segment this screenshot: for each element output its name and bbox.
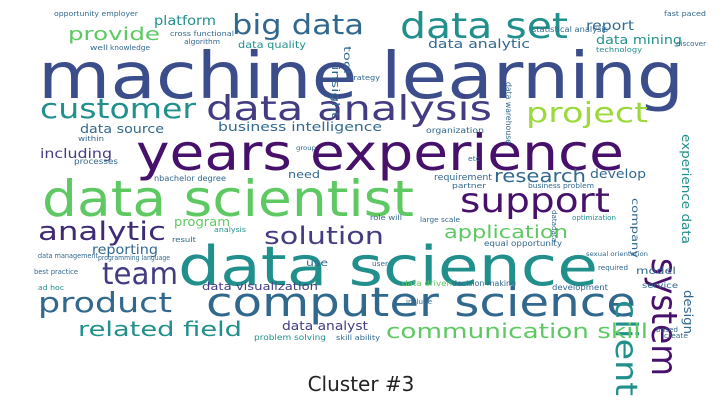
cloud-word: product (38, 286, 172, 319)
cloud-word: create (664, 332, 688, 340)
cloud-word: model (636, 266, 676, 277)
cloud-word: client (608, 300, 643, 396)
cloud-word: company (629, 198, 640, 258)
cloud-word: reporting (92, 243, 158, 258)
cloud-word: program (174, 215, 230, 229)
cloud-word: platform (154, 14, 216, 29)
cloud-word: need (288, 168, 320, 181)
cloud-word: data management (38, 252, 98, 260)
cloud-word: support (460, 181, 610, 221)
cloud-word: solution (264, 222, 384, 250)
cloud-word: requirement (434, 173, 492, 183)
cloud-word: data analytic (428, 37, 530, 51)
cloud-word: algorithm (184, 38, 220, 46)
cloud-word: nbachelor degree (154, 174, 226, 183)
cloud-word: related field (78, 317, 242, 341)
cloud-word: ad hoc (38, 284, 64, 292)
cloud-word: well (90, 44, 108, 52)
cloud-word: cross functional (170, 30, 234, 38)
cloud-word: big data (232, 8, 364, 41)
cloud-word: opportunity employer (54, 10, 138, 18)
cloud-word: within (78, 135, 104, 143)
cloud-word: tool (341, 46, 352, 74)
cloud-word: communication skill (386, 319, 648, 343)
cloud-word: data visualization (202, 280, 318, 293)
cloud-word: computer science (206, 280, 636, 326)
cloud-word: discover (676, 40, 706, 48)
cloud-word: provide (68, 24, 160, 45)
cloud-word: analytic (38, 217, 166, 247)
cloud-word: data source (80, 122, 164, 136)
cloud-word: data set (400, 6, 568, 47)
cloud-word: design (681, 290, 695, 334)
cloud-word: data analyst (282, 319, 368, 333)
cloud-word: user (372, 260, 388, 268)
cloud-word: include (406, 298, 432, 306)
cloud-word: partner (452, 182, 486, 190)
cloud-word: role will (370, 214, 402, 222)
cloud-word: application (444, 222, 568, 243)
cloud-word: etc (468, 155, 480, 163)
cloud-word: problem solving (254, 333, 326, 342)
cloud-word: service (642, 281, 678, 290)
cloud-word: technology (596, 46, 642, 54)
cloud-word: data quality (238, 40, 306, 51)
cloud-word: processes (74, 157, 118, 166)
cloud-word: statistical analysis (532, 25, 608, 34)
cloud-word: strategy (346, 74, 380, 82)
cloud-word: business problem (528, 182, 594, 190)
cloud-word: research (494, 166, 586, 187)
cloud-word: equal opportunity (484, 239, 562, 248)
cloud-word: skill ability (336, 334, 380, 342)
cloud-word: best practice (34, 268, 78, 276)
cloud-word: required (598, 264, 628, 272)
cloud-word: knowledge (110, 44, 150, 52)
cloud-word: data scientist (42, 170, 414, 228)
cloud-word: system (643, 258, 684, 376)
cloud-word: programming language (98, 254, 170, 262)
cloud-word: data analysis (206, 89, 492, 129)
cloud-word: experience data (679, 134, 693, 244)
cloud-word: analysis (214, 226, 246, 234)
cloud-word: datadata (550, 210, 558, 242)
cloud-word: development (552, 283, 608, 292)
cloud-word: use (306, 258, 328, 269)
cloud-word: project (526, 96, 648, 129)
cloud-word: data mining (596, 33, 682, 47)
cloud-word: group (296, 145, 316, 152)
cloud-word: insight (329, 66, 342, 119)
cloud-word: report (586, 19, 634, 34)
cloud-word: result (172, 236, 196, 244)
cloud-word: business intelligence (218, 120, 382, 134)
cloud-word: sexual orientation (586, 251, 648, 258)
cloud-word: organization (426, 126, 484, 135)
cloud-word: including (40, 147, 112, 162)
cloud-word: data science (178, 235, 598, 298)
cloud-word: large scale (420, 216, 460, 224)
cloud-word: years experience (136, 124, 624, 182)
cloud-word: machine learning (38, 40, 684, 114)
cloud-word: team (102, 257, 178, 292)
cloud-word: fast paced (664, 10, 706, 18)
cloud-word: develop (590, 167, 646, 181)
cluster-caption: Cluster #3 (307, 372, 415, 396)
cloud-word: customer (40, 92, 197, 125)
cloud-word: optimization (572, 214, 616, 222)
cloud-word: based (656, 326, 678, 334)
cloud-word: data warehouse (504, 82, 513, 144)
cloud-word: data driven (402, 279, 452, 288)
cloud-word: decision making (452, 279, 516, 288)
